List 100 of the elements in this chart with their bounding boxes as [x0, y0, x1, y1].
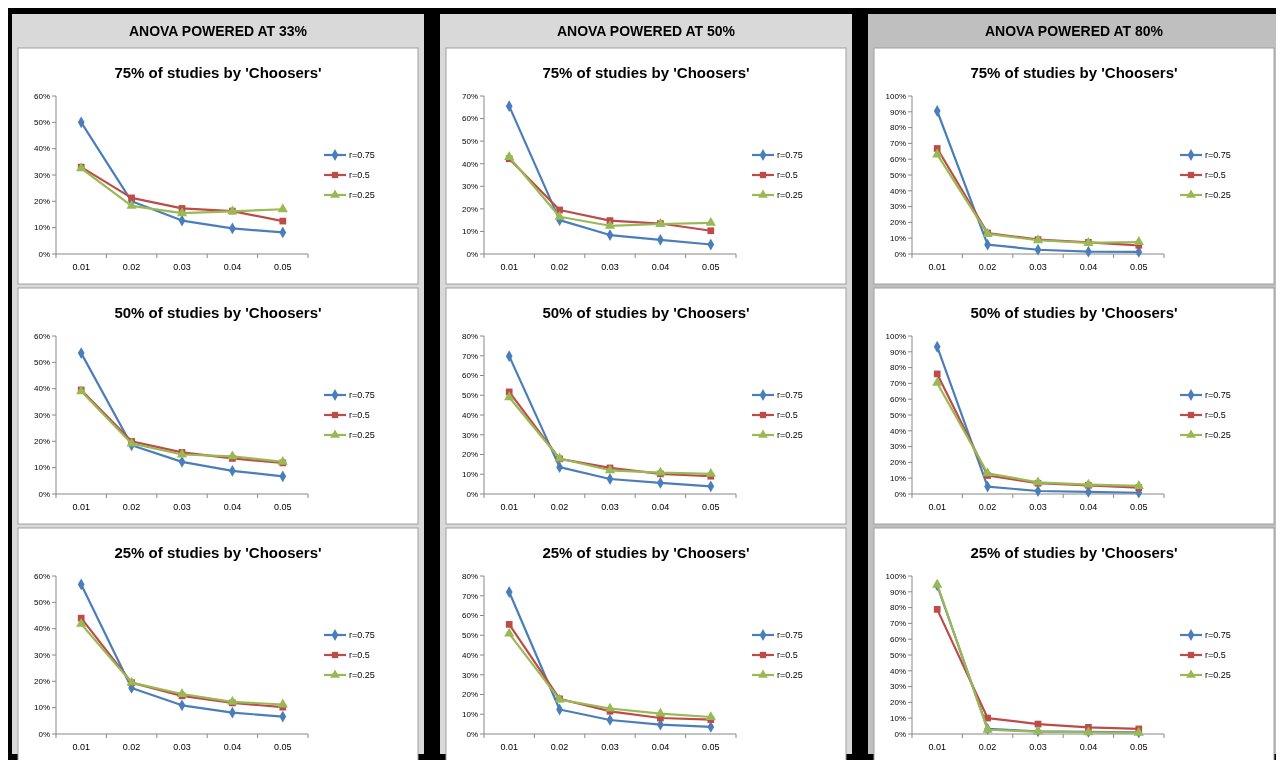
x-tick-label: 0.01 [500, 502, 518, 512]
x-tick-label: 0.01 [928, 502, 946, 512]
x-tick-label: 0.05 [274, 742, 292, 752]
y-tick-label: 70% [461, 351, 478, 361]
x-tick-label: 0.01 [928, 262, 946, 272]
x-tick-label: 0.01 [72, 262, 90, 272]
chart-title: 75% of studies by 'Choosers' [970, 64, 1178, 81]
y-tick-label: 20% [889, 698, 906, 708]
y-tick-label: 20% [889, 458, 906, 468]
x-tick-label: 0.02 [550, 262, 569, 272]
x-tick-label: 0.03 [173, 262, 191, 272]
y-tick-label: 30% [33, 170, 50, 180]
chart-title: 50% of studies by 'Choosers' [970, 304, 1178, 321]
chart-title: 50% of studies by 'Choosers' [542, 304, 750, 321]
x-tick-label: 0.03 [1029, 742, 1047, 752]
legend-label: r=0.5 [349, 650, 370, 661]
y-tick-label: 30% [889, 682, 906, 692]
y-tick-label: 0% [894, 249, 906, 259]
y-tick-label: 10% [461, 227, 478, 237]
y-tick-label: 20% [889, 218, 906, 228]
legend-label: r=0.25 [349, 670, 375, 681]
y-tick-label: 70% [461, 91, 478, 101]
x-tick-label: 0.03 [1029, 262, 1047, 272]
y-tick-label: 20% [461, 690, 478, 700]
x-tick-label: 0.04 [651, 502, 670, 512]
x-tick-label: 0.04 [223, 262, 242, 272]
y-tick-label: 90% [889, 107, 906, 117]
y-tick-label: 0% [38, 249, 50, 259]
x-tick-label: 0.05 [1130, 742, 1148, 752]
text: ANOVA POWERED AT 80% [984, 23, 1164, 39]
x-tick-label: 0.01 [72, 742, 90, 752]
x-tick-label: 0.04 [1079, 742, 1098, 752]
x-tick-label: 0.02 [122, 742, 141, 752]
y-tick-label: 0% [894, 729, 906, 739]
y-tick-label: 40% [461, 650, 478, 660]
y-tick-label: 50% [33, 118, 50, 128]
legend-label: r=0.5 [1205, 650, 1226, 661]
chart-title: 50% of studies by 'Choosers' [114, 304, 322, 321]
y-tick-label: 20% [33, 197, 50, 207]
chart-title: 25% of studies by 'Choosers' [970, 544, 1178, 561]
chart-title: 75% of studies by 'Choosers' [542, 64, 750, 81]
y-tick-label: 50% [889, 170, 906, 180]
legend-label: r=0.25 [777, 670, 803, 681]
legend-label: r=0.5 [1205, 410, 1226, 421]
x-tick-label: 0.02 [550, 742, 569, 752]
y-tick-label: 80% [889, 363, 906, 373]
x-tick-label: 0.03 [173, 502, 191, 512]
y-tick-label: 60% [33, 331, 50, 341]
y-tick-label: 50% [889, 410, 906, 420]
y-tick-label: 50% [889, 650, 906, 660]
y-tick-label: 40% [461, 410, 478, 420]
x-tick-label: 0.05 [1130, 502, 1148, 512]
y-tick-label: 40% [889, 426, 906, 436]
x-tick-label: 0.05 [274, 262, 292, 272]
y-tick-label: 40% [33, 624, 50, 634]
y-tick-label: 40% [461, 159, 478, 169]
legend-label: r=0.25 [1205, 190, 1231, 201]
x-tick-label: 0.01 [500, 742, 518, 752]
y-tick-label: 0% [466, 249, 478, 259]
x-tick-label: 0.02 [550, 502, 569, 512]
chart-title: 75% of studies by 'Choosers' [114, 64, 322, 81]
legend-label: r=0.25 [349, 430, 375, 441]
y-tick-label: 10% [889, 234, 906, 243]
legend-label: r=0.25 [777, 190, 803, 201]
y-tick-label: 10% [33, 703, 50, 713]
legend-label: r=0.75 [1205, 390, 1231, 401]
x-tick-label: 0.05 [702, 502, 720, 512]
y-tick-label: 80% [889, 123, 906, 133]
legend-label: r=0.75 [777, 150, 803, 161]
x-tick-label: 0.04 [1079, 262, 1098, 272]
legend-label: r=0.5 [777, 170, 798, 181]
x-tick-label: 0.02 [122, 502, 141, 512]
text: ANOVA POWERED AT 50% [556, 23, 736, 39]
y-tick-label: 70% [461, 591, 478, 601]
y-tick-label: 30% [33, 410, 50, 420]
y-tick-label: 30% [889, 202, 906, 212]
legend-label: r=0.5 [1205, 170, 1226, 181]
legend-label: r=0.5 [777, 650, 798, 661]
y-tick-label: 50% [33, 598, 50, 608]
y-tick-label: 10% [33, 463, 50, 473]
x-tick-label: 0.03 [173, 742, 191, 752]
y-tick-label: 90% [889, 587, 906, 597]
legend-label: r=0.25 [349, 190, 375, 201]
y-tick-label: 0% [466, 729, 478, 739]
y-tick-label: 50% [461, 136, 478, 146]
legend-label: r=0.75 [1205, 150, 1231, 161]
x-tick-label: 0.05 [1130, 262, 1148, 272]
x-tick-label: 0.05 [274, 502, 292, 512]
y-tick-label: 30% [461, 670, 478, 680]
legend-label: r=0.75 [349, 150, 375, 161]
y-tick-label: 30% [33, 650, 50, 660]
x-tick-label: 0.04 [1079, 502, 1098, 512]
legend-label: r=0.25 [1205, 670, 1231, 681]
y-tick-label: 20% [461, 450, 478, 460]
x-tick-label: 0.05 [702, 742, 720, 752]
x-tick-label: 0.03 [1029, 502, 1047, 512]
y-tick-label: 70% [889, 379, 906, 389]
legend-label: r=0.5 [349, 410, 370, 421]
legend-label: r=0.75 [349, 390, 375, 401]
y-tick-label: 60% [33, 571, 50, 581]
